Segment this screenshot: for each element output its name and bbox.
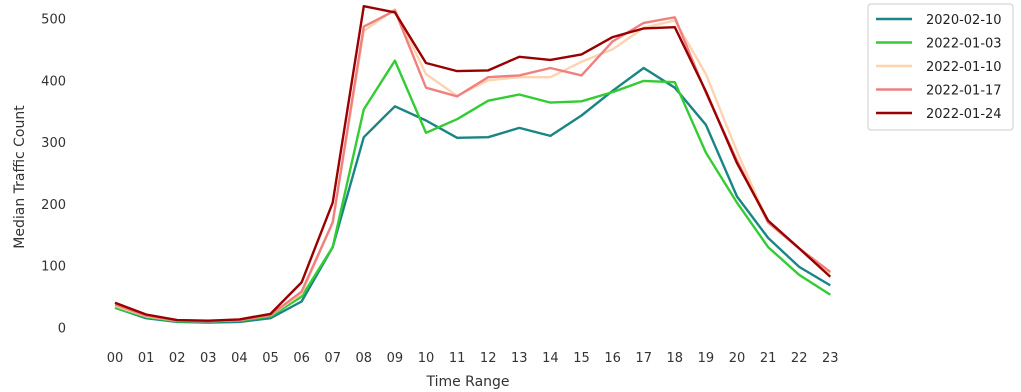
x-tick-label: 06 [293, 351, 310, 366]
x-tick-label: 02 [169, 351, 186, 366]
x-tick-label: 11 [449, 351, 466, 366]
x-tick-label: 21 [760, 351, 777, 366]
x-tick-label: 19 [698, 351, 715, 366]
y-tick-label: 300 [41, 136, 66, 151]
series-line-2022-01-24 [114, 4, 832, 322]
x-tick-label: 16 [604, 351, 621, 366]
legend-label: 2022-01-24 [926, 107, 1002, 122]
y-tick-label: 400 [41, 74, 66, 89]
x-tick-label: 07 [324, 351, 341, 366]
x-tick-label: 23 [822, 351, 839, 366]
series-line-2022-01-03 [114, 59, 831, 323]
x-tick-label: 10 [418, 351, 435, 366]
x-tick-label: 08 [356, 351, 373, 366]
y-tick-label: 500 [41, 13, 66, 28]
x-tick-label: 17 [635, 351, 652, 366]
legend: 2020-02-10 2022-01-03 2022-01-10 2022-01-17… [867, 3, 1014, 131]
legend-label: 2022-01-17 [926, 84, 1002, 99]
series-lines [114, 4, 832, 324]
y-tick-label: 100 [41, 260, 66, 275]
y-tick-label: 0 [58, 321, 66, 336]
series-line-2020-02-10 [114, 66, 831, 324]
x-tick-label: 04 [231, 351, 248, 366]
x-tick-label: 22 [791, 351, 808, 366]
x-axis-ticks: 00 01 02 03 04 05 06 07 08 09 10 11 12 13 14 15 16 17 18 19… [107, 351, 839, 366]
legend-label: 2020-02-10 [926, 13, 1002, 28]
y-tick-label: 200 [41, 198, 66, 213]
x-tick-label: 14 [542, 351, 559, 366]
x-tick-label: 12 [480, 351, 497, 366]
y-axis-label: Median Traffic Count [12, 105, 28, 249]
x-axis-label: Time Range [425, 374, 509, 390]
x-tick-label: 05 [262, 351, 279, 366]
legend-frame [867, 3, 1014, 131]
y-axis-ticks: 0 100 200 300 400 500 [41, 13, 66, 337]
legend-label: 2022-01-10 [926, 60, 1002, 75]
x-tick-label: 03 [200, 351, 217, 366]
x-tick-label: 13 [511, 351, 528, 366]
x-tick-label: 18 [667, 351, 684, 366]
x-tick-label: 09 [387, 351, 404, 366]
legend-label: 2022-01-03 [926, 37, 1002, 52]
x-tick-label: 01 [138, 351, 155, 366]
x-tick-label: 15 [573, 351, 590, 366]
x-tick-label: 00 [107, 351, 124, 366]
x-tick-label: 20 [729, 351, 746, 366]
